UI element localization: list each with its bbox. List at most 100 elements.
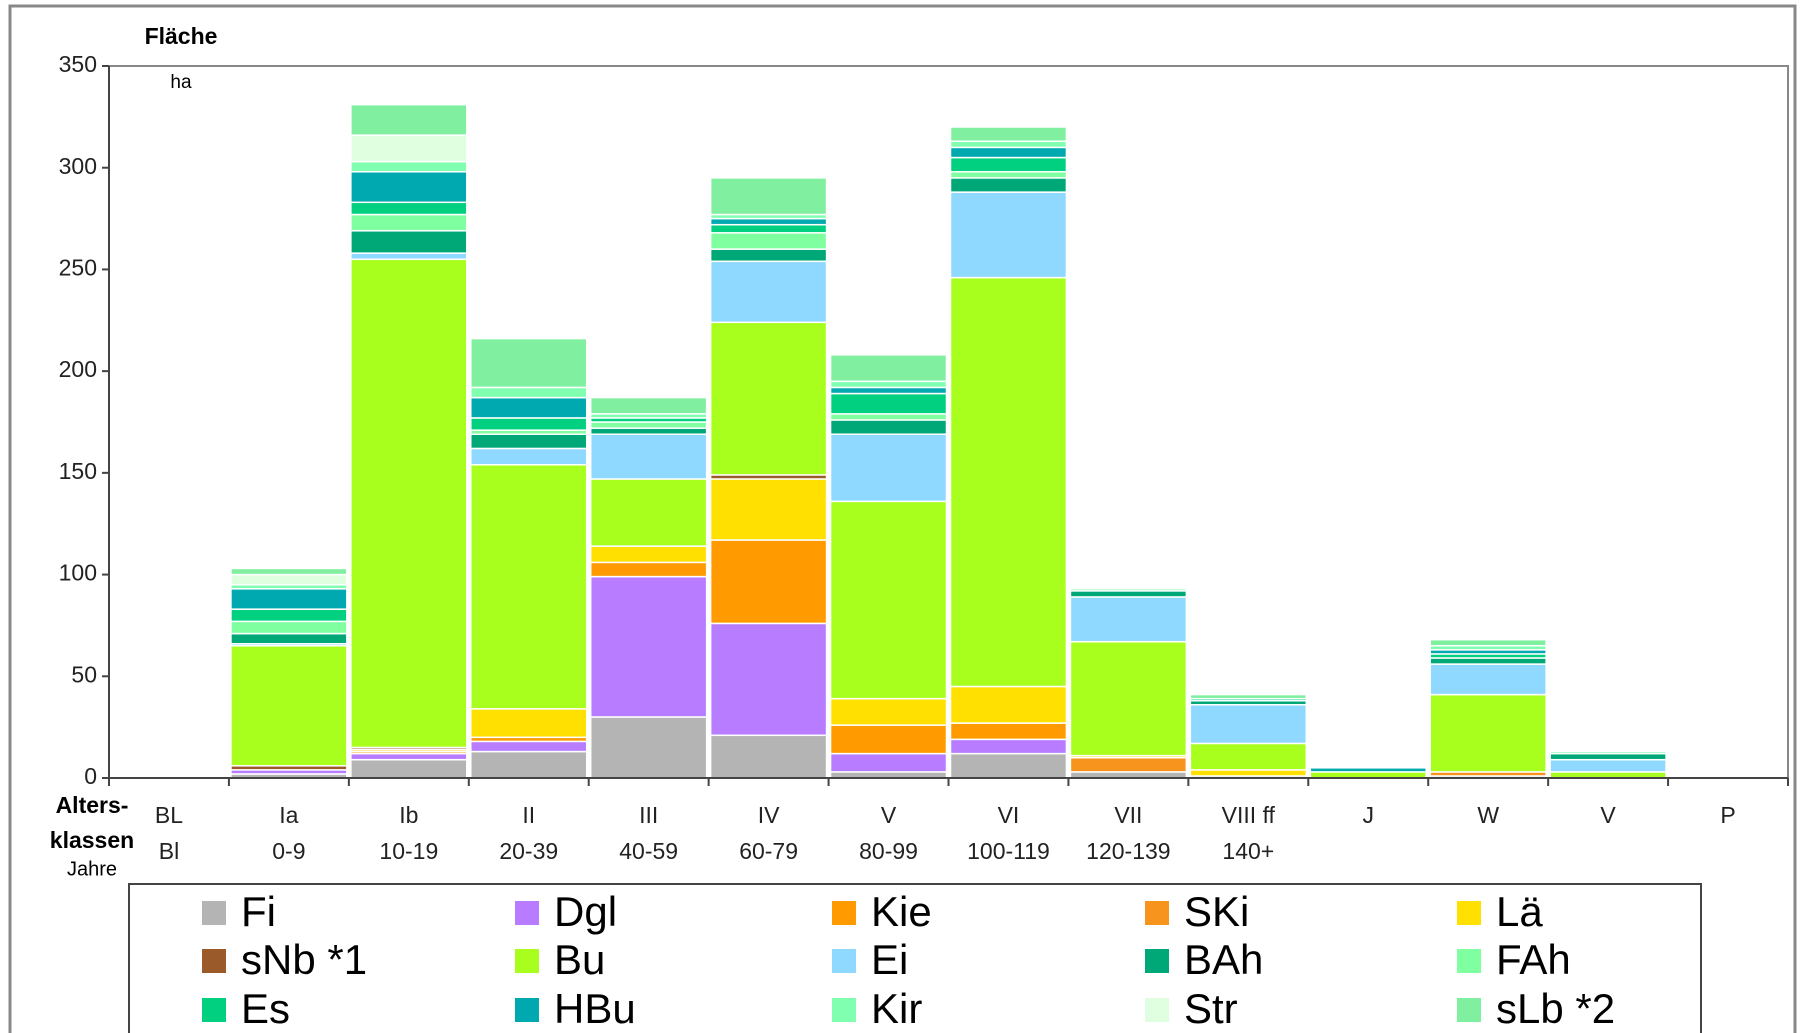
x-tick-sublabel: Bl xyxy=(159,838,179,864)
legend-label: Bu xyxy=(554,936,605,983)
legend-label: Str xyxy=(1184,985,1238,1032)
bar-segment xyxy=(1549,758,1667,773)
bar-segment xyxy=(470,740,588,753)
legend-swatch xyxy=(202,901,226,925)
bar-segment xyxy=(709,478,828,541)
x-tick-label: Ia xyxy=(279,802,298,828)
bar-segment xyxy=(1429,663,1547,696)
x-tick-label: BL xyxy=(155,802,183,828)
x-tick-sublabel: 140+ xyxy=(1222,838,1274,864)
bar-segment xyxy=(709,539,828,625)
bar-segment xyxy=(1069,590,1188,598)
bar-segment xyxy=(230,645,348,767)
x-tick-label: II xyxy=(522,802,535,828)
bar-segment xyxy=(470,417,588,431)
y-tick-label: 100 xyxy=(59,560,97,586)
legend-swatch xyxy=(515,998,539,1022)
legend-swatch xyxy=(515,949,539,973)
bar-segment xyxy=(589,421,708,429)
bar-segment xyxy=(709,260,828,324)
bar-segment xyxy=(230,573,348,586)
bar-segment xyxy=(1429,657,1547,665)
x-tick-label: IV xyxy=(758,802,780,828)
legend-swatch xyxy=(1145,901,1169,925)
y-tick-label: 200 xyxy=(59,356,97,382)
bar-segment xyxy=(829,433,948,503)
bar-segment xyxy=(230,588,348,610)
legend-swatch xyxy=(1457,998,1481,1022)
legend-label: Fi xyxy=(241,888,276,935)
legend-label: Lä xyxy=(1496,888,1543,935)
legend-swatch xyxy=(832,901,856,925)
x-tick-sublabel: 10-19 xyxy=(379,838,438,864)
x-tick-label: Ib xyxy=(399,802,418,828)
bar-segment xyxy=(470,750,588,779)
bar-segment xyxy=(350,758,468,779)
bar-segment xyxy=(829,380,948,389)
bar-segment xyxy=(949,171,1068,179)
bar-segment xyxy=(1189,704,1308,745)
bar-segment xyxy=(949,191,1068,279)
bar-segment xyxy=(1189,742,1308,771)
bar-segment xyxy=(350,160,468,173)
legend-label: Es xyxy=(241,985,290,1032)
bar-segment xyxy=(589,561,708,578)
x-tick-sublabel: 120-139 xyxy=(1086,838,1170,864)
legend-label: Kir xyxy=(871,985,922,1032)
bar-segment xyxy=(589,396,708,415)
y-tick-label: 300 xyxy=(59,153,97,179)
bar-segment xyxy=(470,386,588,399)
x-axis-label: Jahre xyxy=(67,858,117,880)
bar-segment xyxy=(1549,750,1667,755)
legend-label: Dgl xyxy=(554,888,617,935)
legend-swatch xyxy=(1457,949,1481,973)
bar-segment xyxy=(230,567,348,576)
bar-segment xyxy=(1069,640,1188,757)
bar-segment xyxy=(709,622,828,737)
y-tick-label: 0 xyxy=(84,763,97,789)
legend-swatch xyxy=(1145,949,1169,973)
x-tick-label: III xyxy=(639,802,658,828)
bar-segment xyxy=(230,608,348,623)
bar-segment xyxy=(709,177,828,216)
legend-swatch xyxy=(832,949,856,973)
bar-segment xyxy=(829,413,948,421)
bar-segment xyxy=(589,433,708,480)
y-tick-label: 50 xyxy=(71,661,97,687)
bar-segment xyxy=(350,201,468,216)
x-tick-sublabel: 20-39 xyxy=(499,838,558,864)
bar-segment xyxy=(350,171,468,204)
bar-segment xyxy=(829,354,948,383)
bar-segment xyxy=(949,126,1068,143)
legend-swatch xyxy=(1457,901,1481,925)
y-tick-label: 150 xyxy=(59,458,97,484)
legend-box xyxy=(128,883,1702,1033)
bar-segment xyxy=(470,708,588,739)
x-axis-label: klassen xyxy=(50,827,134,853)
x-tick-label: P xyxy=(1720,802,1735,828)
bar-segment xyxy=(829,500,948,700)
bar-segment xyxy=(1069,596,1188,643)
y-tick-label: 250 xyxy=(59,255,97,281)
bar-segment xyxy=(589,575,708,718)
frame xyxy=(8,4,1797,1033)
bar-segment xyxy=(1189,769,1308,777)
bar-segment xyxy=(829,386,948,395)
x-tick-label: VI xyxy=(998,802,1020,828)
bar-segment xyxy=(829,724,948,755)
y-tick-label: 350 xyxy=(59,51,97,77)
legend-label: sNb *1 xyxy=(241,936,367,983)
bar-segment xyxy=(470,337,588,389)
bar-segment xyxy=(1189,693,1308,700)
bar-segment xyxy=(350,134,468,163)
bar-segment xyxy=(350,752,468,761)
bar-segment xyxy=(350,252,468,261)
bar-segment xyxy=(230,620,348,635)
legend-swatch xyxy=(515,901,539,925)
bar-segment xyxy=(949,276,1068,688)
bar-segment xyxy=(350,213,468,232)
x-tick-sublabel: 0-9 xyxy=(272,838,305,864)
bar-segment xyxy=(829,697,948,726)
bar-segment xyxy=(589,716,708,779)
